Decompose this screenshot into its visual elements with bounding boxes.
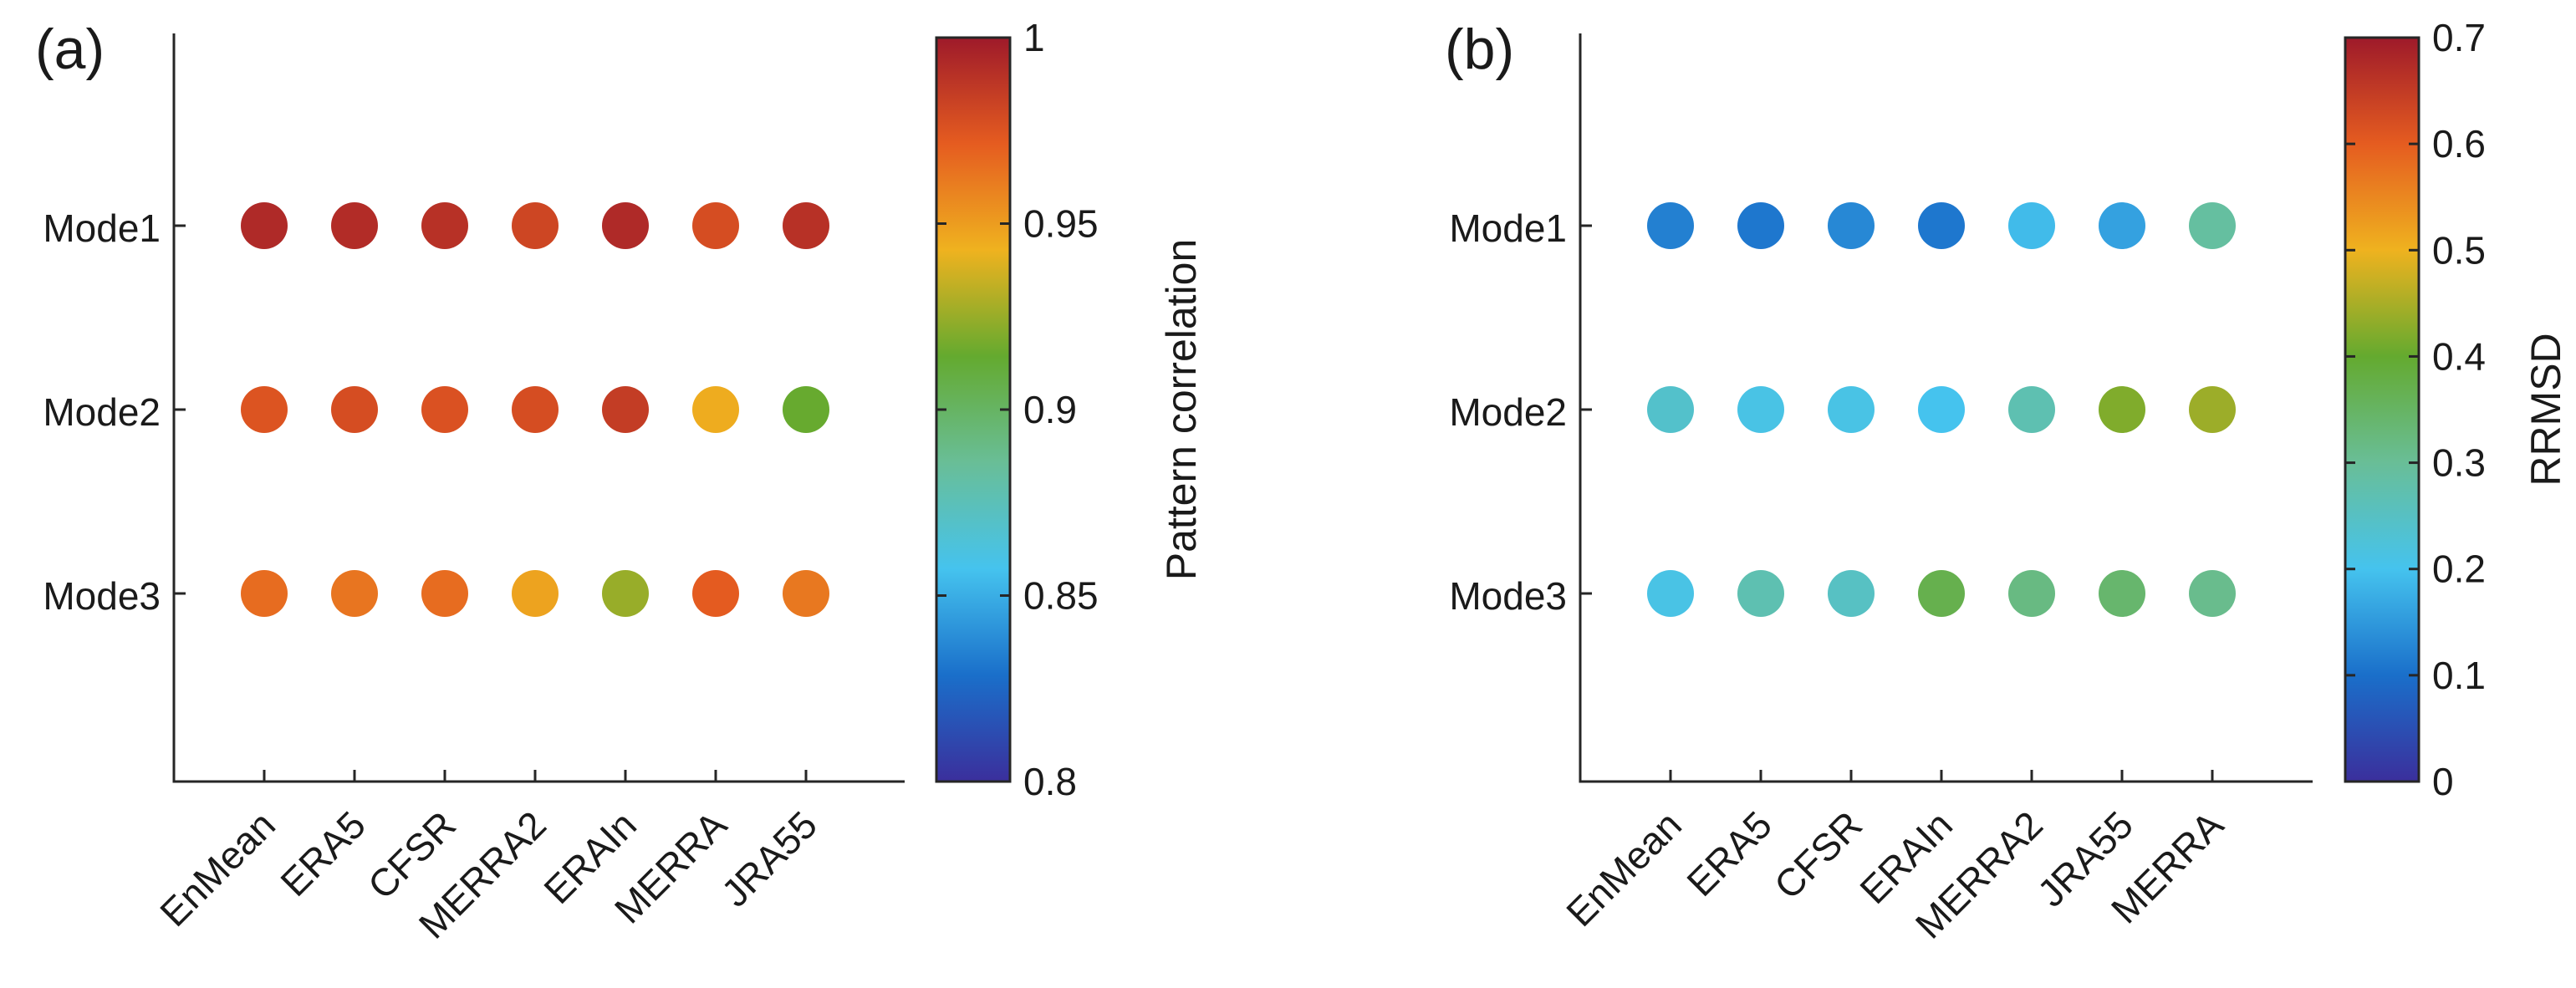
panel-label-b: (b) <box>1445 18 1514 81</box>
dot-mode1-merra2 <box>2008 202 2055 249</box>
x-label-enmean: EnMean <box>1558 802 1690 935</box>
dot-mode1-merra <box>2189 202 2236 249</box>
colorbar-tick-label: 0.85 <box>1023 574 1099 618</box>
dot-mode2-cfsr <box>421 386 468 433</box>
dot-mode2-era5 <box>331 386 378 433</box>
dot-mode1-merra2 <box>512 202 559 249</box>
colorbar-a <box>935 36 1012 783</box>
dot-mode3-jra55 <box>783 570 829 617</box>
colorbar-tick-label: 0.95 <box>1023 202 1099 246</box>
dot-mode1-enmean <box>241 202 288 249</box>
dot-mode3-cfsr <box>421 570 468 617</box>
dot-mode3-merra <box>2189 570 2236 617</box>
dot-mode1-erain <box>1918 202 1965 249</box>
dot-mode2-merra <box>2189 386 2236 433</box>
panel-a: (a) Mode1 Mode2 Mode3 EnMean ERA5 CFSR M… <box>35 16 1205 947</box>
dot-mode2-erain <box>1918 386 1965 433</box>
x-label-cfsr: CFSR <box>1766 802 1870 907</box>
x-label-era5: ERA5 <box>1678 802 1780 904</box>
colorbar-tick-label: 0.4 <box>2432 334 2486 378</box>
colorbar-tick-label: 0.6 <box>2432 122 2486 166</box>
colorbar-label-a: Pattern correlation <box>1158 239 1205 581</box>
colorbar-tick-label: 1 <box>1023 16 1045 59</box>
dot-mode3-erain <box>602 570 649 617</box>
dot-mode3-era5 <box>1737 570 1784 617</box>
colorbar-tick-label: 0.7 <box>2432 16 2486 59</box>
dot-mode3-merra <box>692 570 739 617</box>
y-label-mode1: Mode1 <box>1449 206 1567 250</box>
panel-b-axes <box>1579 33 2313 783</box>
colorbar-tick-label: 0.1 <box>2432 654 2486 697</box>
y-label-mode2: Mode2 <box>43 390 161 434</box>
x-label-era5: ERA5 <box>272 802 374 904</box>
dot-mode2-jra55 <box>2099 386 2145 433</box>
y-label-mode3: Mode3 <box>1449 574 1567 618</box>
panel-b: (b) Mode1 Mode2 Mode3 EnMean ERA5 CFSR E… <box>1445 16 2569 947</box>
dot-mode2-merra2 <box>2008 386 2055 433</box>
dot-mode3-jra55 <box>2099 570 2145 617</box>
dot-mode2-enmean <box>1647 386 1694 433</box>
dot-mode3-enmean <box>1647 570 1694 617</box>
colorbar-b <box>2344 36 2420 783</box>
colorbar-tick-label: 0.3 <box>2432 441 2486 485</box>
panel-a-axes <box>172 33 905 783</box>
colorbar-label-b: RRMSD <box>2522 333 2569 486</box>
dot-mode1-cfsr <box>421 202 468 249</box>
dot-mode3-erain <box>1918 570 1965 617</box>
panel-label-a: (a) <box>35 18 105 81</box>
x-label-enmean: EnMean <box>151 802 283 935</box>
dot-mode3-cfsr <box>1828 570 1875 617</box>
dot-mode1-cfsr <box>1828 202 1875 249</box>
dot-mode1-enmean <box>1647 202 1694 249</box>
dot-mode2-era5 <box>1737 386 1784 433</box>
y-label-mode2: Mode2 <box>1449 390 1567 434</box>
dot-mode2-merra <box>692 386 739 433</box>
dot-mode1-era5 <box>1737 202 1784 249</box>
dot-mode3-merra2 <box>2008 570 2055 617</box>
colorbar-tick-label: 0.9 <box>1023 388 1077 431</box>
colorbar-tick-label: 0.8 <box>1023 760 1077 803</box>
x-label-jra55: JRA55 <box>713 802 825 914</box>
colorbar-tick-label: 0 <box>2432 760 2454 803</box>
colorbar-tick-label: 0.5 <box>2432 228 2486 272</box>
dot-mode2-cfsr <box>1828 386 1875 433</box>
dot-mode1-erain <box>602 202 649 249</box>
dot-mode3-merra2 <box>512 570 559 617</box>
colorbar-tick-label: 0.2 <box>2432 547 2486 591</box>
dot-mode1-jra55 <box>2099 202 2145 249</box>
dot-mode2-merra2 <box>512 386 559 433</box>
dot-mode1-merra <box>692 202 739 249</box>
dot-mode2-enmean <box>241 386 288 433</box>
dot-mode1-jra55 <box>783 202 829 249</box>
dot-mode2-erain <box>602 386 649 433</box>
dot-mode3-enmean <box>241 570 288 617</box>
y-label-mode1: Mode1 <box>43 206 161 250</box>
dot-mode3-era5 <box>331 570 378 617</box>
y-label-mode3: Mode3 <box>43 574 161 618</box>
dot-mode1-era5 <box>331 202 378 249</box>
dot-mode2-jra55 <box>783 386 829 433</box>
